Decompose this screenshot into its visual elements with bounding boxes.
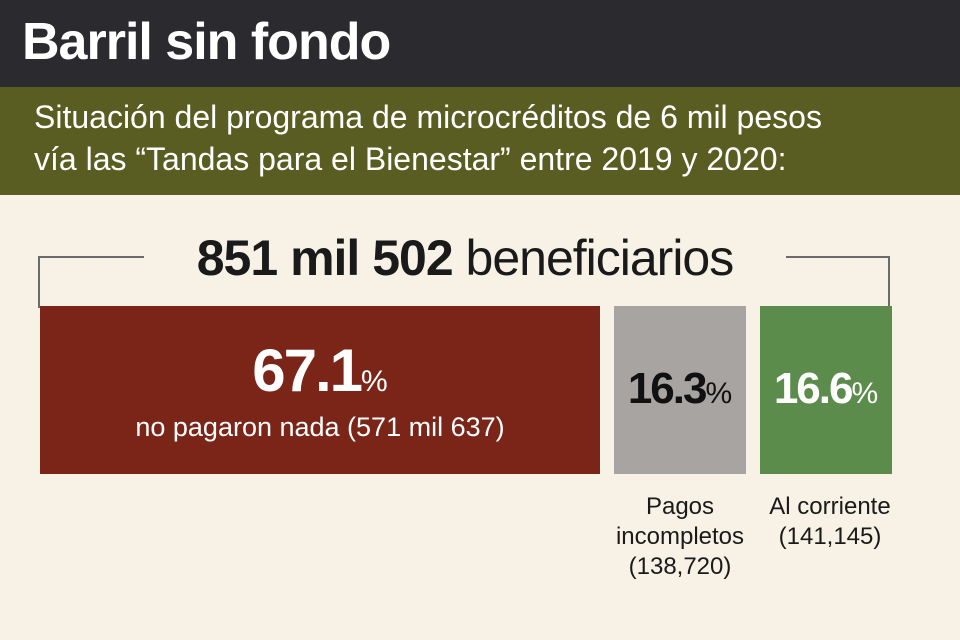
total-word: beneficiarios [465, 230, 735, 286]
percent-sign: % [851, 377, 879, 410]
label-count: (138,720) [628, 553, 732, 580]
subtitle-line-1: Situación del programa de microcréditos … [34, 99, 822, 135]
page-title: Barril sin fondo [22, 13, 391, 71]
bar-pagos-incompletos: 16.3% [614, 306, 746, 474]
percent-sign: % [361, 365, 388, 398]
label-line: Pagos [645, 493, 715, 520]
label-al-corriente: Al corriente (141,145) [750, 492, 910, 552]
label-count: (141,145) [778, 523, 882, 550]
bar-no-pagaron: 67.1% no pagaron nada (571 mil 637) [40, 306, 600, 474]
subtitle-banner: Situación del programa de microcréditos … [0, 87, 960, 195]
title-banner: Barril sin fondo [0, 0, 960, 87]
percent-value: 67.1 [252, 337, 363, 404]
percent-value: 16.3 [627, 364, 708, 413]
label-no-pagaron: no pagaron nada (571 mil 637) [135, 412, 505, 442]
percent-sign: % [705, 377, 733, 410]
percent-no-pagaron: 67.1% [40, 336, 600, 417]
percent-al-corriente: 16.6% [760, 362, 892, 421]
percent-pagos-incompletos: 16.3% [614, 362, 746, 421]
total-beneficiaries: 851 mil 502 beneficiarios [144, 228, 786, 288]
label-line: Al corriente [769, 493, 891, 520]
label-line: incompletos [615, 523, 745, 550]
label-pagos-incompletos: Pagos incompletos (138,720) [600, 492, 760, 582]
bar-al-corriente: 16.6% [760, 306, 892, 474]
total-number: 851 mil 502 [196, 230, 454, 286]
subtitle-line-2: vía las “Tandas para el Bienestar” entre… [34, 141, 787, 177]
percent-value: 16.6 [773, 364, 854, 413]
